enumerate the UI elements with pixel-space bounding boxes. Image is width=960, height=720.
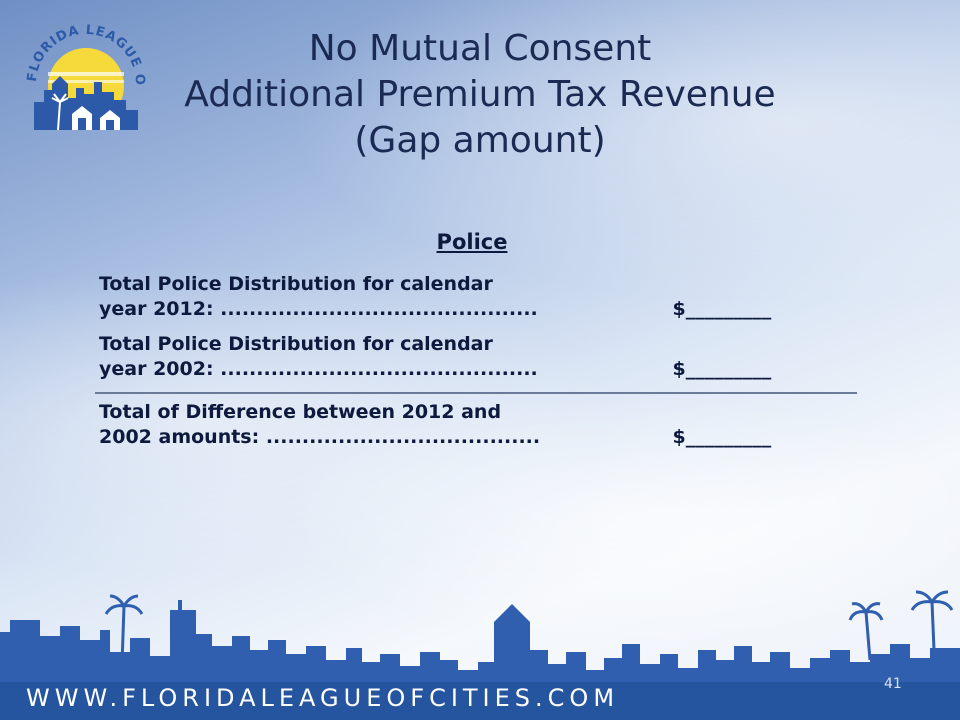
row-value: $_________: [672, 426, 772, 448]
row-label-line-1: Total Police Distribution for calendar: [99, 333, 493, 355]
row-label: Total Police Distribution for calendar y…: [99, 272, 666, 322]
page-number: 41: [884, 676, 902, 692]
title-line-1: No Mutual Consent: [308, 28, 652, 69]
row-label-line-2: 2002 amounts: ..........................…: [99, 426, 541, 448]
table-heading: Police: [436, 230, 508, 254]
florida-league-logo: FLORIDA LEAGUE OF CITIES, INC.: [22, 14, 146, 131]
row-value: $_________: [672, 298, 772, 320]
title-line-3: (Gap amount): [354, 120, 606, 161]
title-line-2: Additional Premium Tax Revenue: [184, 74, 776, 115]
website-url[interactable]: WWW.FLORIDALEAGUEOFCITIES.COM: [26, 684, 620, 712]
row-label-line-2: year 2002: .............................…: [99, 358, 538, 380]
gap-amount-table: Police Total Police Distribution for cal…: [95, 230, 857, 456]
row-label: Total of Difference between 2012 and 200…: [99, 400, 666, 450]
row-label-line-1: Total Police Distribution for calendar: [99, 273, 493, 295]
table-row-total: Total of Difference between 2012 and 200…: [95, 392, 857, 456]
slide-title: No Mutual Consent Additional Premium Tax…: [150, 26, 810, 164]
row-value: $_________: [672, 358, 772, 380]
table-row: Total Police Distribution for calendar y…: [95, 268, 857, 328]
table-row: Total Police Distribution for calendar y…: [95, 328, 857, 388]
row-label-line-1: Total of Difference between 2012 and: [99, 401, 502, 423]
row-label: Total Police Distribution for calendar y…: [99, 332, 666, 382]
city-skyline: [0, 590, 960, 720]
row-label-line-2: year 2012: .............................…: [99, 298, 538, 320]
